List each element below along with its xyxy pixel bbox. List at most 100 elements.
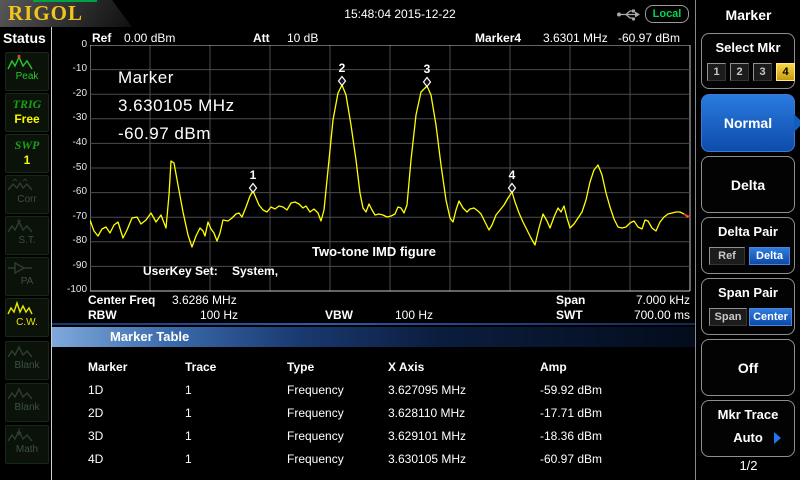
delta-pair-ref-button[interactable]: Ref [709, 247, 745, 265]
status-sidebar: Status Peak TRIG Free SWP 1 Corr [0, 27, 52, 480]
delta-pair-delta-button[interactable]: Delta [749, 247, 790, 265]
status-item-peak: Peak [5, 52, 49, 91]
rbw-value: 100 Hz [200, 308, 239, 322]
cell-amp: -17.71 dBm [540, 406, 603, 420]
y-axis-tick: -50 [72, 162, 87, 173]
cell-amp: -59.92 dBm [540, 383, 603, 397]
mkr-trace-value: Auto [733, 430, 763, 445]
col-header: Type [287, 360, 315, 374]
status-item-st: S.T. [5, 216, 49, 255]
marker-number: 4 [509, 168, 516, 182]
swt-label: SWT [556, 308, 583, 322]
marker-number: 2 [339, 61, 346, 75]
spectrum-trace [90, 84, 689, 248]
status-item-trig: TRIG Free [5, 93, 49, 132]
col-header: X Axis [388, 360, 425, 374]
cell-amp: -60.97 dBm [540, 452, 603, 466]
trig-label: TRIG [12, 97, 42, 111]
y-axis-tick: -40 [72, 137, 87, 148]
col-header: Trace [185, 360, 217, 374]
swt-value: 700.00 ms [633, 308, 690, 322]
marker-table-header-bar: Marker Table [52, 327, 695, 347]
normal-button[interactable]: Normal [701, 94, 800, 152]
status-item-cw: C.W. [5, 298, 49, 337]
spectrum-plot: 1 2 3 4 [90, 45, 691, 292]
y-axis-tick: -10 [72, 63, 87, 74]
off-button[interactable]: Off [701, 339, 795, 396]
marker-info-amp: -60.97 dBm [118, 124, 211, 143]
marker-info-freq: 3.630105 MHz [118, 96, 235, 115]
status-item-blank2: Blank [5, 383, 49, 422]
status-item-swp: SWP 1 [5, 134, 49, 173]
blank-waveform-icon [7, 387, 33, 400]
marker-diamond [337, 75, 347, 87]
span-pair-center-button[interactable]: Center [749, 308, 792, 326]
att-value: 10 dB [287, 31, 319, 45]
y-axis-tick: -100 [66, 284, 87, 295]
math-waveform-icon [7, 428, 33, 442]
y-axis-tick: -90 [72, 260, 87, 271]
center-freq-value: 3.6286 MHz [172, 293, 237, 307]
marker-4-button[interactable]: 4 [776, 63, 795, 81]
cell-xaxis: 3.629101 MHz [388, 429, 467, 443]
marker-3-button[interactable]: 3 [753, 63, 772, 81]
marker-2-button[interactable]: 2 [730, 63, 749, 81]
span-pair-label: Span Pair [718, 285, 778, 300]
marker-number: 1 [250, 168, 257, 182]
span-pair-button[interactable]: Span Pair Span Center [701, 278, 795, 335]
normal-button-label: Normal [723, 115, 773, 131]
cell-marker: 4D [88, 452, 104, 466]
marker-1-button[interactable]: 1 [707, 63, 726, 81]
delta-pair-button[interactable]: Delta Pair Ref Delta [701, 217, 795, 274]
userkey-label: UserKey Set: [143, 264, 218, 278]
cell-marker: 1D [88, 383, 104, 397]
cell-trace: 1 [185, 383, 192, 397]
table-row: 1D 1 Frequency 3.627095 MHz -59.92 dBm [0, 383, 800, 397]
ref-value: 0.00 dBm [124, 31, 176, 45]
cell-type: Frequency [287, 452, 344, 466]
status-item-pa: PA [5, 257, 49, 296]
vbw-label: VBW [325, 308, 353, 322]
status-item-label: PA [20, 276, 34, 287]
status-item-label: Math [15, 444, 39, 455]
rigol-logo: RIGOL [0, 0, 132, 27]
cell-type: Frequency [287, 406, 344, 420]
col-header: Marker [88, 360, 128, 374]
delta-button[interactable]: Delta [701, 156, 795, 213]
span-pair-span-button[interactable]: Span [709, 308, 747, 326]
trace-end-tick [683, 213, 691, 218]
cell-trace: 1 [185, 429, 192, 443]
cell-trace: 1 [185, 452, 192, 466]
select-mkr-button[interactable]: Select Mkr 1 2 3 4 [701, 33, 795, 89]
center-freq-label: Center Freq [88, 293, 156, 307]
selected-arrow-icon [794, 114, 800, 132]
softkey-panel: Marker Select Mkr 1 2 3 4 Normal Delta D… [695, 0, 800, 480]
table-header-row: Marker Trace Type X Axis Amp [0, 360, 800, 374]
col-header: Amp [540, 360, 567, 374]
marker-diamond [248, 182, 258, 194]
y-axis-tick: -70 [72, 211, 87, 222]
plot-annotation: Two-tone IMD figure [312, 244, 436, 259]
mkr-trace-button[interactable]: Mkr Trace Auto [701, 400, 795, 457]
select-mkr-label: Select Mkr [715, 40, 781, 55]
mkr-trace-label: Mkr Trace [717, 407, 779, 422]
y-axis-tick: -20 [72, 88, 87, 99]
menu-title: Marker [725, 7, 772, 23]
marker-readout-freq: 3.6301 MHz [543, 31, 608, 45]
y-axis-tick: -80 [72, 235, 87, 246]
corr-waveform-icon [7, 178, 33, 191]
status-item-label: Blank [14, 402, 40, 413]
page-indicator: 1/2 [739, 458, 758, 473]
swp-label: SWP [14, 138, 40, 152]
status-item-label: S.T. [18, 235, 36, 246]
cell-xaxis: 3.628110 MHz [388, 406, 466, 420]
marker-diamond [507, 182, 517, 194]
trig-value: Free [14, 112, 40, 126]
marker-diamond [422, 76, 432, 88]
userkey-value: System, [232, 264, 279, 278]
span-value: 7.000 kHz [635, 293, 690, 307]
cell-type: Frequency [287, 429, 344, 443]
status-item-label: Blank [14, 360, 40, 371]
cell-marker: 2D [88, 406, 104, 420]
table-row: 4D 1 Frequency 3.630105 MHz -60.97 dBm [0, 452, 800, 466]
